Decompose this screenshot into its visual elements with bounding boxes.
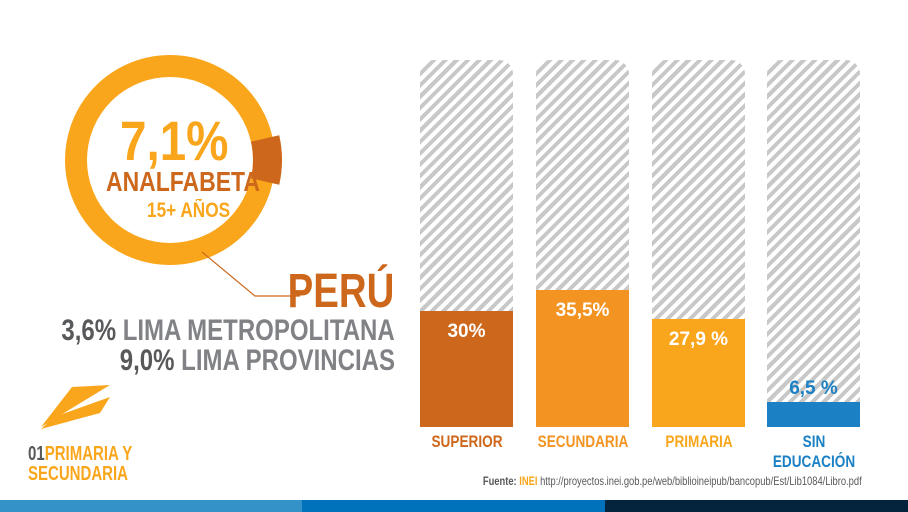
- category-label: PRIMARIA: [665, 432, 733, 451]
- region-value: 3,6%: [61, 314, 117, 347]
- country-title: PERÚ: [287, 265, 394, 318]
- leader-line: [201, 251, 300, 297]
- ring-sublabel: 15+ AÑOS: [147, 199, 231, 222]
- ring-highlight-segment: [250, 135, 282, 185]
- category-label: SUPERIOR: [431, 432, 503, 451]
- bar-value-label: 30%: [447, 321, 486, 342]
- bar-1: 30%: [420, 60, 513, 427]
- bar-value-label: 6,5 %: [789, 378, 838, 399]
- bar-3: 27,9 %: [652, 60, 745, 427]
- bar-fill: [420, 311, 513, 427]
- region-label: LIMA PROVINCIAS: [181, 344, 395, 377]
- region-row: 9,0% LIMA PROVINCIAS: [120, 344, 395, 378]
- footer-stripe-mid: [302, 500, 605, 512]
- bar-value-label: 35,5%: [555, 300, 610, 321]
- region-value: 9,0%: [119, 344, 175, 377]
- section-title-line2: SECUNDARIA: [28, 463, 129, 485]
- bar-4: 6,5 %: [767, 60, 860, 427]
- category-label: SECUNDARIA: [537, 432, 629, 451]
- section-title-line1: PRIMARIA Y: [44, 443, 133, 465]
- source-org: INEI: [519, 474, 538, 488]
- bar-value-label: 27,9 %: [668, 329, 729, 350]
- section-title: 01PRIMARIA Y SECUNDARIA: [28, 444, 132, 484]
- ring-label: ANALFABETA: [106, 166, 260, 197]
- region-row: 3,6% LIMA METROPOLITANA: [62, 314, 395, 348]
- region-label: LIMA METROPOLITANA: [123, 314, 396, 347]
- bar-fill: [652, 319, 745, 427]
- source-note: Fuente: INEI http://proyectos.inei.gob.p…: [483, 474, 862, 488]
- category-label: SIN EDUCACIÓN: [772, 432, 856, 471]
- logo-icon: [41, 385, 110, 429]
- bar-fill: [536, 290, 629, 427]
- source-url: http://proyectos.inei.gob.pe/web/biblioi…: [540, 474, 862, 488]
- illiteracy-ring: [65, 55, 300, 297]
- source-prefix: Fuente:: [483, 474, 517, 488]
- bar-2: 35,5%: [536, 60, 629, 427]
- footer-stripe-light: [0, 500, 302, 512]
- bar-fill: [767, 402, 860, 427]
- ring-value: 7,1%: [120, 109, 229, 172]
- section-number: 01: [28, 443, 45, 465]
- footer-stripe-dark: [605, 500, 908, 512]
